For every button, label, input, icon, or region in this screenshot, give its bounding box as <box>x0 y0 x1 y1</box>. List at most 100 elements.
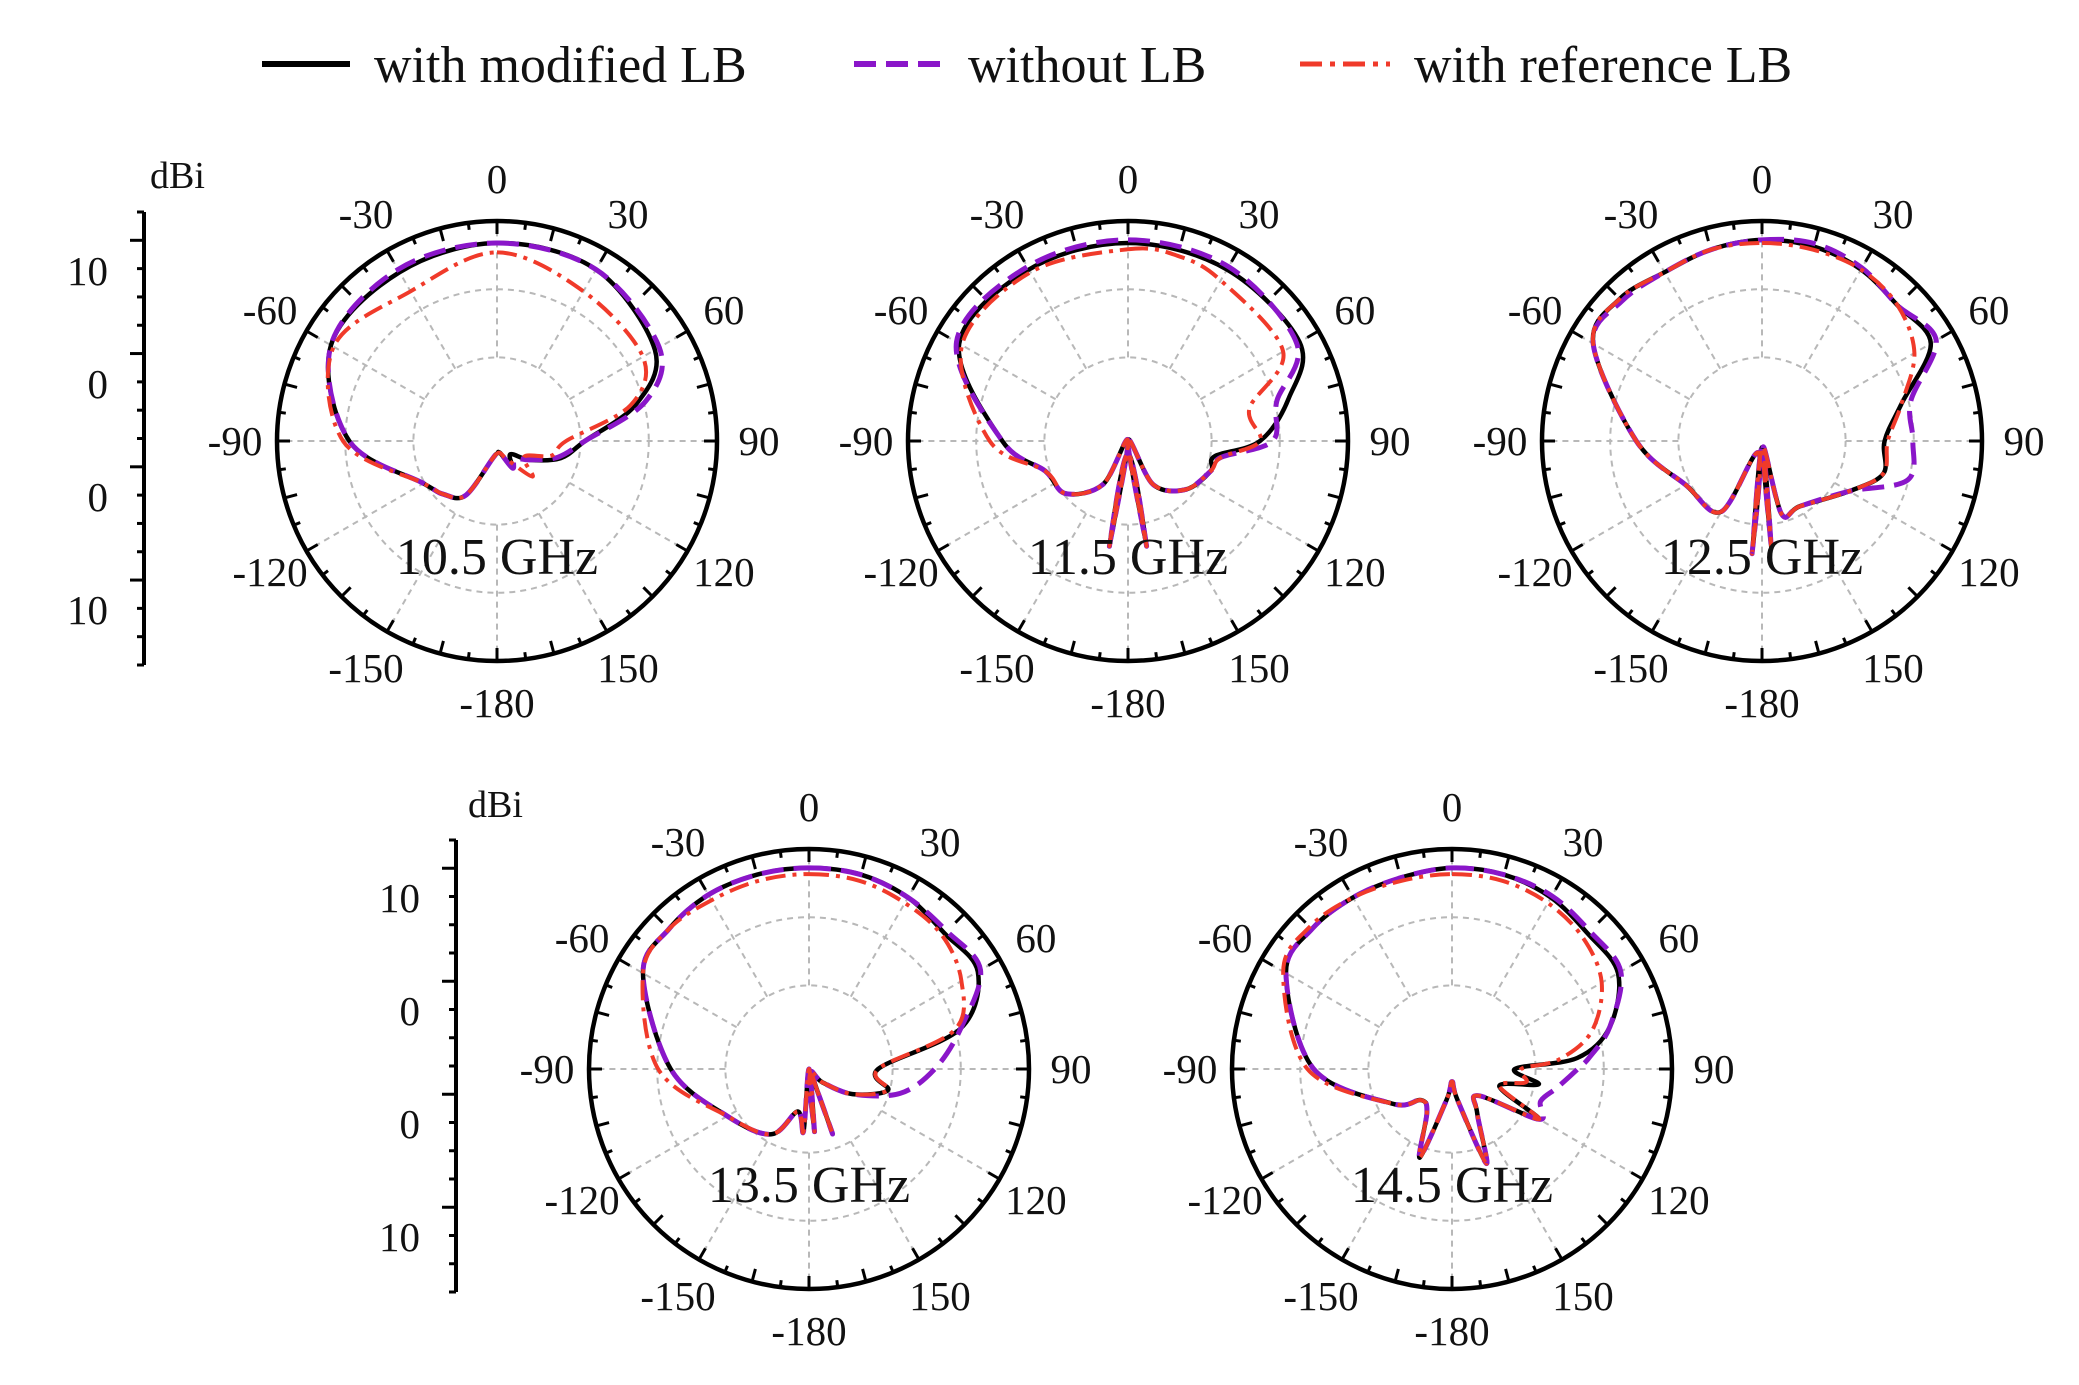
angle-tick <box>466 222 471 231</box>
radial-scale-bottom: dBi 10 0 0 10 <box>379 784 523 1294</box>
angle-tick-label: -30 <box>970 191 1025 237</box>
angle-tick-label: 60 <box>1015 915 1056 961</box>
series-line-reference <box>325 250 649 501</box>
angle-tick <box>1230 249 1240 263</box>
angle-tick-label: -120 <box>1498 549 1573 595</box>
angle-tick <box>1019 1095 1028 1100</box>
grid-spoke <box>1570 330 1691 401</box>
angle-tick <box>1478 1279 1483 1288</box>
angle-tick-label: -180 <box>459 680 534 726</box>
radial-tick-label: 10 <box>379 875 420 921</box>
angle-tick <box>1338 410 1347 415</box>
angle-tick <box>1648 1149 1656 1155</box>
angle-tick-label: -120 <box>545 1177 620 1223</box>
angle-tick <box>340 284 352 296</box>
grid-spoke <box>849 1140 920 1261</box>
angle-tick <box>1890 609 1898 617</box>
frequency-label: 14.5 GHz <box>1351 1157 1553 1214</box>
series-line-without <box>1283 865 1624 1167</box>
angle-tick <box>577 237 583 245</box>
angle-tick <box>778 850 783 859</box>
angle-tick-label: -30 <box>1604 191 1659 237</box>
angle-tick <box>633 1197 641 1205</box>
grid-spoke <box>305 481 426 552</box>
angle-tick <box>909 410 918 415</box>
angle-tick-label: 120 <box>693 549 755 595</box>
angle-tick <box>1650 619 1660 633</box>
angle-tick-label: 150 <box>1552 1273 1614 1319</box>
angle-tick <box>911 1247 921 1261</box>
angle-tick <box>971 284 983 296</box>
angle-tick <box>987 1171 1001 1181</box>
angle-tick-label: 60 <box>1658 915 1699 961</box>
angle-tick <box>1324 521 1332 527</box>
angle-tick <box>992 265 1000 273</box>
angle-tick <box>1549 382 1563 389</box>
grid-spoke <box>568 481 689 552</box>
angle-tick <box>1543 410 1552 415</box>
angle-tick <box>992 609 1000 617</box>
angle-tick <box>835 1279 840 1288</box>
angle-tick <box>596 1010 610 1017</box>
angle-tick-label: -90 <box>208 418 263 464</box>
angle-tick <box>915 382 929 389</box>
angle-tick <box>1597 1214 1609 1226</box>
series-line-without <box>953 237 1301 549</box>
angle-tick <box>1260 1171 1274 1181</box>
angle-tick <box>889 1265 895 1273</box>
grid-spoke <box>1802 512 1873 633</box>
series-line-reference <box>1281 872 1604 1166</box>
angle-tick <box>1940 329 1954 339</box>
series-line-reference <box>1591 241 1917 556</box>
frequency-label: 11.5 GHz <box>1028 529 1228 586</box>
angle-tick <box>778 1279 783 1288</box>
legend: with modified LB without LB with referen… <box>262 37 1792 94</box>
angle-tick <box>1586 305 1594 313</box>
grid-spoke <box>617 958 738 1029</box>
angle-tick <box>1097 651 1102 660</box>
angle-tick <box>1306 543 1320 553</box>
angle-tick <box>1676 637 1682 645</box>
angle-tick <box>861 1268 868 1282</box>
angle-tick-label: -180 <box>771 1308 846 1354</box>
angle-tick <box>1864 619 1874 633</box>
angle-tick <box>1393 1268 1400 1282</box>
angle-tick <box>861 856 868 870</box>
angle-tick <box>1327 493 1341 500</box>
polar-panel-4: 0 30 60 90 120 150 -180 -150 -120 -90 -60 -30 14.5 G… <box>1163 784 1735 1354</box>
grid-spoke <box>1168 512 1239 633</box>
radial-tick-label: 0 <box>88 474 109 520</box>
angle-tick <box>305 543 319 553</box>
angle-tick <box>1273 586 1285 598</box>
angle-tick <box>1605 284 1617 296</box>
angle-tick <box>361 265 369 273</box>
grid-spoke <box>698 1140 769 1261</box>
angle-tick <box>1731 651 1736 660</box>
angle-tick <box>411 637 417 645</box>
angle-tick <box>1504 1268 1511 1282</box>
angle-tick <box>696 493 710 500</box>
frequency-label: 10.5 GHz <box>396 529 598 586</box>
angle-tick <box>1930 305 1938 313</box>
angle-tick <box>971 586 983 598</box>
angle-tick-label: -90 <box>520 1046 575 1092</box>
angle-tick-label: -60 <box>555 915 610 961</box>
grid-spoke <box>1260 1109 1381 1180</box>
angle-tick <box>1042 237 1048 245</box>
angle-tick <box>625 265 633 273</box>
legend-label-reference: with reference LB <box>1414 37 1792 94</box>
grid-spoke <box>936 481 1057 552</box>
angle-tick <box>523 222 528 231</box>
angle-tick-label: -150 <box>1593 645 1668 691</box>
angle-tick <box>952 569 960 577</box>
angle-tick <box>1620 1197 1628 1205</box>
angle-tick <box>1651 1121 1665 1128</box>
angle-tick <box>1554 877 1564 891</box>
angle-tick <box>1620 933 1628 941</box>
angle-tick <box>1648 983 1656 989</box>
angle-tick <box>577 637 583 645</box>
angle-tick-label: -90 <box>839 418 894 464</box>
grid-spoke <box>1523 958 1644 1029</box>
angle-tick <box>1961 493 1975 500</box>
polar-panel-2: 0 30 60 90 120 150 -180 -150 -120 -90 -60 -30 12.5 G… <box>1473 156 2045 726</box>
